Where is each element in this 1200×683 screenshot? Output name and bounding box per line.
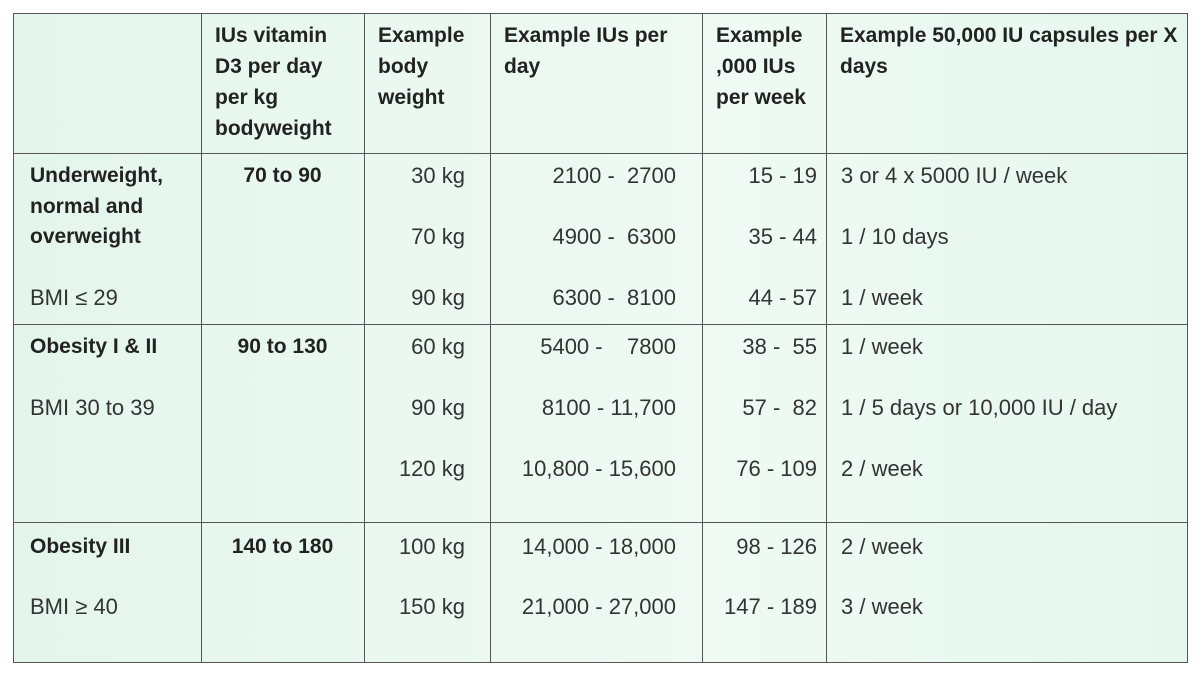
header-cell: Example 50,000 IU capsules per X days [840,24,1178,78]
cell: 8100 - 11,700 [541,395,676,420]
cell: 1 / week [841,334,923,359]
cell: 6300 - 8100 [552,285,676,310]
cell: 90 kg [411,285,465,310]
rate: 70 to 90 [243,164,322,187]
cell: 3 / week [841,594,923,619]
table [13,13,1188,663]
cell: 90 kg [411,395,465,420]
cell: 5400 - 7800 [540,334,676,359]
cell: 147 - 189 [724,594,817,619]
header-cell: Example IUs per day [504,24,668,78]
cell: 38 - 55 [742,334,817,359]
header-cell: IUs vitamin D3 per day per kg bodyweight [215,24,332,140]
row-divider [13,324,1188,325]
group-label: Obesity III [30,535,131,558]
row-divider [13,522,1188,523]
cell: 3 or 4 x 5000 IU / week [841,163,1068,188]
cell: 70 kg [411,224,465,249]
cell: 14,000 - 18,000 [521,534,676,559]
column-divider [702,13,703,663]
rate: 140 to 180 [231,535,334,558]
cell: 2 / week [841,456,923,481]
cell: 30 kg [411,163,465,188]
cell: 21,000 - 27,000 [521,594,676,619]
bmi-label: BMI ≥ 40 [30,594,118,619]
cell: 150 kg [398,594,465,619]
bmi-label: BMI 30 to 39 [30,395,155,420]
cell: 2 / week [841,534,923,559]
group-label: Underweight, normal and overweight [30,164,164,248]
header-cell: Example body weight [378,24,465,109]
cell: 1 / week [841,285,923,310]
cell: 15 - 19 [748,163,818,188]
row-divider [13,153,1188,154]
bmi-label: BMI ≤ 29 [30,285,118,310]
column-divider [826,13,827,663]
cell: 100 kg [398,534,465,559]
rate: 90 to 130 [237,335,328,358]
column-divider [490,13,491,663]
group-label: Obesity I & II [30,335,158,358]
column-divider [201,13,202,663]
cell: 1 / 5 days or 10,000 IU / day [841,395,1118,420]
cell: 44 - 57 [748,285,818,310]
cell: 98 - 126 [736,534,817,559]
cell: 2100 - 2700 [552,163,676,188]
column-divider [364,13,365,663]
cell: 60 kg [411,334,465,359]
header-cell: Example ,000 IUs per week [716,24,806,109]
cell: 10,800 - 15,600 [521,456,676,481]
cell: 1 / 10 days [841,224,949,249]
cell: 4900 - 6300 [552,224,676,249]
cell: 76 - 109 [736,456,817,481]
cell: 120 kg [398,456,465,481]
cell: 57 - 82 [742,395,817,420]
cell: 35 - 44 [748,224,818,249]
